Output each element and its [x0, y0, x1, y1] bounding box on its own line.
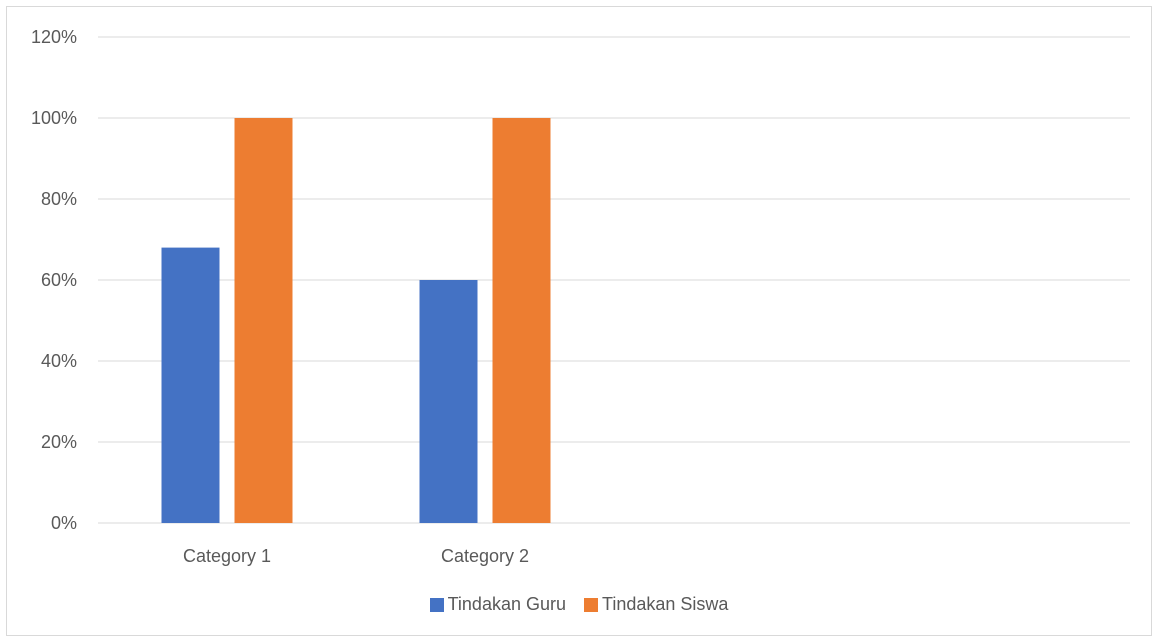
y-tick-label: 20% [41, 432, 77, 452]
y-tick-label: 0% [51, 513, 77, 533]
legend: Tindakan Guru Tindakan Siswa [0, 594, 1158, 615]
legend-item-tindakan-guru: Tindakan Guru [429, 594, 566, 615]
legend-swatch-orange [584, 597, 598, 612]
bar-tindakan-guru-category-2 [419, 280, 478, 523]
x-axis-tick-labels: Category 1 Category 2 [183, 546, 529, 566]
bars [161, 118, 551, 523]
bar-tindakan-siswa-category-1 [234, 118, 293, 523]
legend-item-tindakan-siswa: Tindakan Siswa [584, 594, 728, 615]
x-tick-label: Category 1 [183, 546, 271, 566]
legend-swatch-blue [429, 597, 444, 612]
bar-tindakan-siswa-category-2 [492, 118, 551, 523]
y-axis-tick-labels: 0% 20% 40% 60% 80% 100% 120% [31, 27, 77, 533]
y-tick-label: 80% [41, 189, 77, 209]
y-tick-label: 120% [31, 27, 77, 47]
x-tick-label: Category 2 [441, 546, 529, 566]
bar-tindakan-guru-category-1 [161, 247, 220, 523]
y-tick-label: 40% [41, 351, 77, 371]
legend-label: Tindakan Guru [447, 594, 566, 614]
legend-label: Tindakan Siswa [602, 594, 729, 614]
y-tick-label: 60% [41, 270, 77, 290]
y-tick-label: 100% [31, 108, 77, 128]
